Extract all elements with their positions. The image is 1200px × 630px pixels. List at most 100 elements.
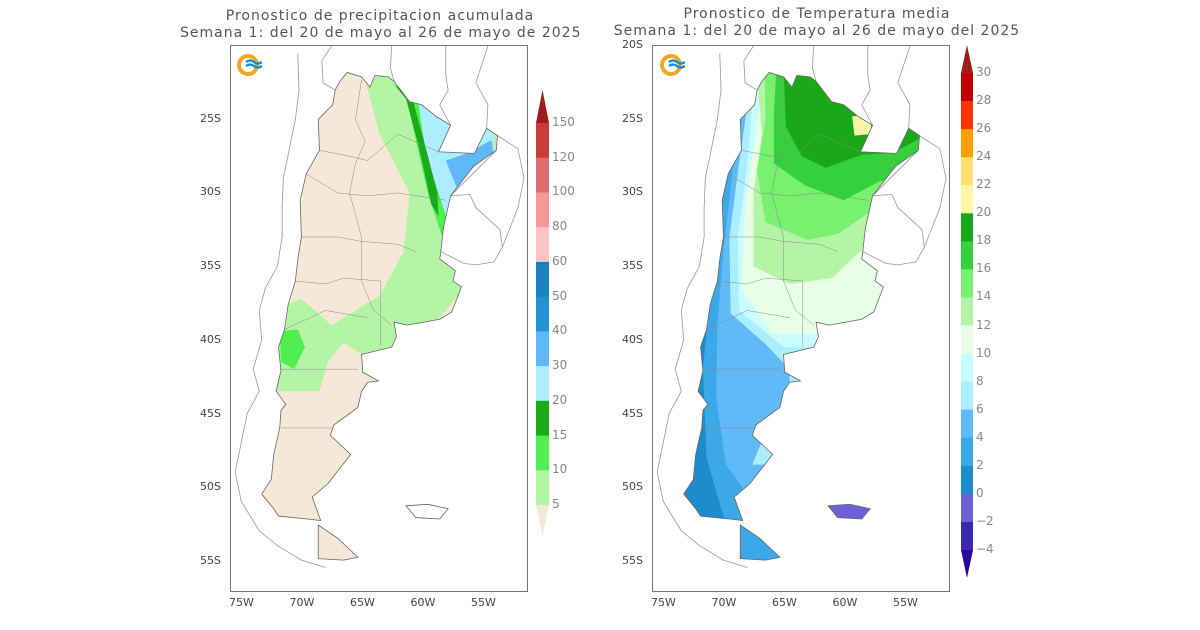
colorbar-label: 15	[552, 427, 568, 442]
smn-logo-right	[660, 54, 685, 76]
province-border	[350, 80, 392, 325]
colorbar-segment	[961, 353, 973, 383]
colorbar-segment	[961, 129, 973, 158]
colorbar-label: 50	[552, 288, 568, 303]
malvinas-islands	[406, 504, 448, 519]
colorbar-segment	[961, 437, 973, 467]
colorbar-segment	[536, 227, 549, 263]
colorbar-segment	[961, 465, 973, 495]
latitude-label: 45S	[622, 406, 643, 420]
province-border	[301, 237, 415, 252]
latitude-label: 30S	[200, 185, 221, 199]
forecast-fill-layer	[683, 72, 920, 561]
colorbar-label: 10	[976, 345, 992, 360]
colorbar-segment	[961, 297, 973, 327]
colorbar-under-arrow	[961, 550, 973, 578]
neighbor-border	[898, 46, 910, 128]
neighbor-border	[476, 46, 488, 128]
province-border	[319, 134, 438, 160]
contour-band	[445, 140, 494, 190]
colorbar-segment	[536, 400, 549, 437]
colorbar-label: 40	[552, 323, 568, 338]
neighbor-border	[657, 53, 747, 567]
neighbor-border	[862, 46, 873, 125]
argentina-outline	[684, 72, 920, 520]
colorbar-label: 150	[552, 115, 575, 129]
right-title-line2: Semana 1: del 20 de mayo al 26 de mayo d…	[613, 23, 1021, 39]
tierra-del-fuego-outline	[318, 525, 358, 560]
colorbar-under-arrow	[536, 505, 549, 536]
longitude-label: 55W	[893, 596, 918, 609]
temperature-map	[652, 45, 950, 592]
colorbar-segment	[961, 381, 973, 411]
colorbar-label: 22	[976, 177, 992, 192]
colorbar-label: 0	[976, 485, 984, 500]
longitude-label: 60W	[832, 596, 858, 609]
colorbar-segment	[536, 296, 549, 332]
argentina-outline	[262, 72, 498, 520]
latitude-label: 45S	[200, 406, 221, 420]
colorbar-label: 10	[552, 462, 568, 477]
longitude-label: 75W	[229, 596, 254, 609]
neighbor-border	[744, 46, 757, 90]
latitude-label: 50S	[200, 480, 221, 494]
province-border	[707, 310, 790, 329]
colorbar-label: 60	[552, 253, 568, 268]
neighbor-border	[322, 46, 335, 90]
latitude-label: 25S	[622, 111, 643, 125]
colorbar-segment	[536, 435, 549, 471]
colorbar-label: 18	[976, 233, 992, 248]
colorbar-segment	[961, 73, 973, 102]
colorbar-segment	[536, 192, 549, 228]
longitude-label: 75W	[651, 596, 676, 609]
colorbar-label: 6	[976, 401, 984, 416]
colorbar-segment	[536, 331, 549, 367]
province-border	[723, 237, 837, 252]
neighbor-border	[873, 150, 919, 196]
map-canvas	[653, 46, 949, 591]
neighbor-border	[863, 136, 946, 265]
right-map-title: Pronostico de Temperatura media Semana 1…	[602, 6, 1032, 40]
colorbar-label: 30	[976, 65, 992, 79]
longitude-label: 70W	[289, 596, 315, 609]
latitude-label: 35S	[622, 259, 643, 273]
colorbar-segment	[961, 493, 973, 523]
neighbor-border	[235, 53, 325, 567]
longitude-label: 65W	[350, 596, 375, 609]
colorbar-label: 30	[552, 358, 568, 373]
colorbar-label: 16	[976, 261, 992, 276]
latitude-label: 40S	[200, 332, 221, 346]
province-border	[717, 278, 802, 346]
colorbar-label: 20	[976, 205, 992, 220]
colorbar-segment	[961, 325, 973, 355]
colorbar-segment	[536, 470, 549, 506]
colorbar-label: 20	[552, 392, 568, 407]
colorbar-label: 24	[976, 149, 992, 164]
colorbar-label: 14	[976, 289, 992, 304]
colorbar-label: 28	[976, 93, 992, 108]
colorbar-segment	[961, 157, 973, 186]
colorbar-segment	[961, 409, 973, 439]
latitude-label: 30S	[622, 185, 643, 199]
colorbar-label: 26	[976, 121, 992, 136]
precipitation-map	[230, 45, 528, 592]
left-title-line1: Pronostico de precipitacion acumulada	[225, 8, 535, 24]
colorbar-label: 5	[552, 497, 560, 511]
longitude-label: 65W	[772, 596, 797, 609]
colorbar-label: 2	[976, 457, 984, 472]
contour-band	[279, 329, 305, 370]
latitude-label: 25S	[200, 111, 221, 125]
tierra-del-fuego-outline	[740, 525, 780, 560]
neighbor-border	[441, 136, 524, 265]
neighbor-border	[451, 150, 497, 196]
colorbar-over-arrow	[536, 90, 549, 123]
latitude-label: 20S	[622, 38, 643, 51]
latitude-label: 40S	[622, 332, 643, 346]
latitude-label: 55S	[622, 553, 643, 567]
province-border	[295, 278, 380, 346]
colorbar-segment	[961, 185, 973, 214]
longitude-label: 55W	[471, 596, 496, 609]
forecast-fill-layer	[261, 72, 498, 561]
province-border	[285, 310, 368, 329]
colorbar-segment	[961, 521, 973, 551]
